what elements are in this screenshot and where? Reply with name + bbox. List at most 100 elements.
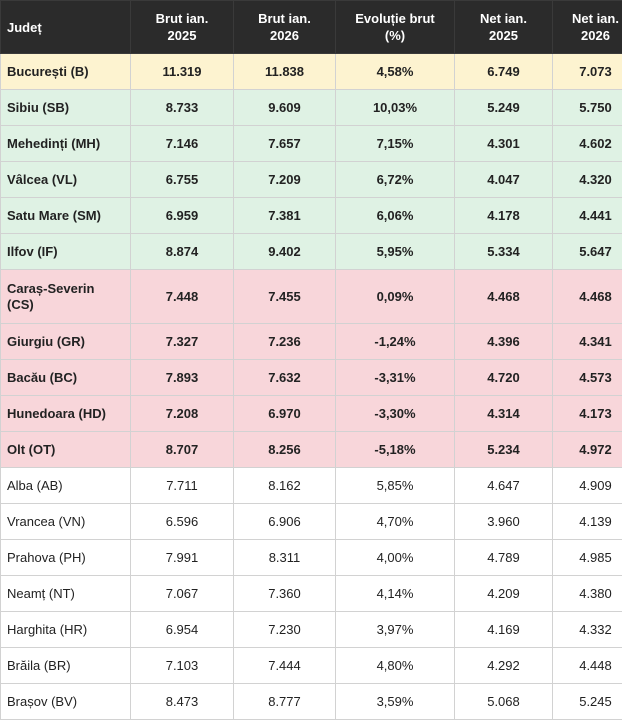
county-cell: Satu Mare (SM) — [0, 197, 131, 234]
net-2025-cell: 4.396 — [454, 323, 553, 360]
gross-2025-cell: 6.954 — [130, 611, 234, 648]
gross-2026-cell: 8.311 — [233, 539, 336, 576]
net-2025-cell: 4.720 — [454, 359, 553, 396]
gross-change-cell: 4,80% — [335, 647, 455, 684]
gross-2025-cell: 8.874 — [130, 233, 234, 270]
net-2026-cell: 4.573 — [552, 359, 622, 396]
net-2026-cell: 4.468 — [552, 269, 622, 324]
table-row: Satu Mare (SM) 6.959 7.381 6,06% 4.178 4.441 — [0, 197, 622, 234]
gross-2026-cell: 7.236 — [233, 323, 336, 360]
header-gross-2026: Brut ian. 2026 — [233, 0, 336, 54]
net-2025-cell: 4.301 — [454, 125, 553, 162]
gross-2026-cell: 7.209 — [233, 161, 336, 198]
gross-2025-cell: 7.103 — [130, 647, 234, 684]
gross-change-cell: 4,14% — [335, 575, 455, 612]
county-cell: Vrancea (VN) — [0, 503, 131, 540]
net-2026-cell: 4.602 — [552, 125, 622, 162]
header-net-2026: Net ian. 2026 — [552, 0, 622, 54]
gross-2026-cell: 6.906 — [233, 503, 336, 540]
net-2025-cell: 3.960 — [454, 503, 553, 540]
table-row: București (B) 11.319 11.838 4,58% 6.749 7.073 — [0, 53, 622, 90]
county-cell: Brăila (BR) — [0, 647, 131, 684]
net-2025-cell: 4.178 — [454, 197, 553, 234]
gross-change-cell: -3,30% — [335, 395, 455, 432]
header-gross-2025: Brut ian. 2025 — [130, 0, 234, 54]
gross-2026-cell: 7.657 — [233, 125, 336, 162]
county-cell: Hunedoara (HD) — [0, 395, 131, 432]
table-row: Neamț (NT) 7.067 7.360 4,14% 4.209 4.380 — [0, 575, 622, 612]
gross-change-cell: 10,03% — [335, 89, 455, 126]
gross-2025-cell: 11.319 — [130, 53, 234, 90]
net-2026-cell: 4.448 — [552, 647, 622, 684]
net-2026-cell: 4.139 — [552, 503, 622, 540]
gross-2025-cell: 6.959 — [130, 197, 234, 234]
net-2026-cell: 4.972 — [552, 431, 622, 468]
table-row: Brăila (BR) 7.103 7.444 4,80% 4.292 4.448 — [0, 647, 622, 684]
gross-2025-cell: 6.755 — [130, 161, 234, 198]
table-row: Olt (OT) 8.707 8.256 -5,18% 5.234 4.972 — [0, 431, 622, 468]
county-cell: Giurgiu (GR) — [0, 323, 131, 360]
gross-change-cell: 5,85% — [335, 467, 455, 504]
gross-change-cell: 7,15% — [335, 125, 455, 162]
gross-change-cell: 4,70% — [335, 503, 455, 540]
gross-change-cell: 5,95% — [335, 233, 455, 270]
net-2025-cell: 4.314 — [454, 395, 553, 432]
gross-2026-cell: 7.444 — [233, 647, 336, 684]
gross-change-cell: 4,00% — [335, 539, 455, 576]
net-2025-cell: 4.209 — [454, 575, 553, 612]
gross-2026-cell: 9.609 — [233, 89, 336, 126]
gross-2025-cell: 6.596 — [130, 503, 234, 540]
gross-change-cell: 4,58% — [335, 53, 455, 90]
table-row: Alba (AB) 7.711 8.162 5,85% 4.647 4.909 — [0, 467, 622, 504]
net-2026-cell: 5.647 — [552, 233, 622, 270]
net-2025-cell: 4.047 — [454, 161, 553, 198]
gross-2026-cell: 11.838 — [233, 53, 336, 90]
table-body: București (B) 11.319 11.838 4,58% 6.749 7.073… — [0, 53, 622, 720]
gross-change-cell: -1,24% — [335, 323, 455, 360]
header-row: Județ Brut ian. 2025 Brut ian. 2026 Evoluț… — [0, 0, 622, 54]
county-cell: București (B) — [0, 53, 131, 90]
gross-2026-cell: 6.970 — [233, 395, 336, 432]
header-net-2025: Net ian. 2025 — [454, 0, 553, 54]
county-cell: Caraș-Severin (CS) — [0, 269, 131, 324]
county-cell: Olt (OT) — [0, 431, 131, 468]
gross-change-cell: 6,06% — [335, 197, 455, 234]
gross-2026-cell: 8.256 — [233, 431, 336, 468]
gross-2025-cell: 7.893 — [130, 359, 234, 396]
gross-change-cell: -3,31% — [335, 359, 455, 396]
gross-2025-cell: 7.448 — [130, 269, 234, 324]
county-cell: Harghita (HR) — [0, 611, 131, 648]
header-gross-change: Evoluție brut (%) — [335, 0, 455, 54]
county-cell: Bacău (BC) — [0, 359, 131, 396]
county-cell: Prahova (PH) — [0, 539, 131, 576]
gross-2026-cell: 7.381 — [233, 197, 336, 234]
table-row: Hunedoara (HD) 7.208 6.970 -3,30% 4.314 4.173 — [0, 395, 622, 432]
header-county: Județ — [0, 0, 131, 54]
gross-change-cell: 0,09% — [335, 269, 455, 324]
net-2025-cell: 5.249 — [454, 89, 553, 126]
county-cell: Sibiu (SB) — [0, 89, 131, 126]
table-row: Caraș-Severin (CS) 7.448 7.455 0,09% 4.468 4.4… — [0, 269, 622, 324]
net-2026-cell: 4.909 — [552, 467, 622, 504]
table-row: Vrancea (VN) 6.596 6.906 4,70% 3.960 4.139 — [0, 503, 622, 540]
net-2025-cell: 4.789 — [454, 539, 553, 576]
net-2025-cell: 5.234 — [454, 431, 553, 468]
table-row: Sibiu (SB) 8.733 9.609 10,03% 5.249 5.750 — [0, 89, 622, 126]
gross-2026-cell: 8.162 — [233, 467, 336, 504]
net-2026-cell: 4.985 — [552, 539, 622, 576]
net-2026-cell: 4.341 — [552, 323, 622, 360]
table-row: Ilfov (IF) 8.874 9.402 5,95% 5.334 5.647 — [0, 233, 622, 270]
gross-2025-cell: 7.327 — [130, 323, 234, 360]
gross-change-cell: -5,18% — [335, 431, 455, 468]
county-cell: Vâlcea (VL) — [0, 161, 131, 198]
net-2026-cell: 4.332 — [552, 611, 622, 648]
county-cell: Ilfov (IF) — [0, 233, 131, 270]
table-row: Vâlcea (VL) 6.755 7.209 6,72% 4.047 4.320 — [0, 161, 622, 198]
table-row: Brașov (BV) 8.473 8.777 3,59% 5.068 5.245 — [0, 683, 622, 720]
gross-2026-cell: 7.230 — [233, 611, 336, 648]
net-2026-cell: 4.320 — [552, 161, 622, 198]
net-2025-cell: 4.169 — [454, 611, 553, 648]
county-cell: Mehedinți (MH) — [0, 125, 131, 162]
net-2026-cell: 4.441 — [552, 197, 622, 234]
